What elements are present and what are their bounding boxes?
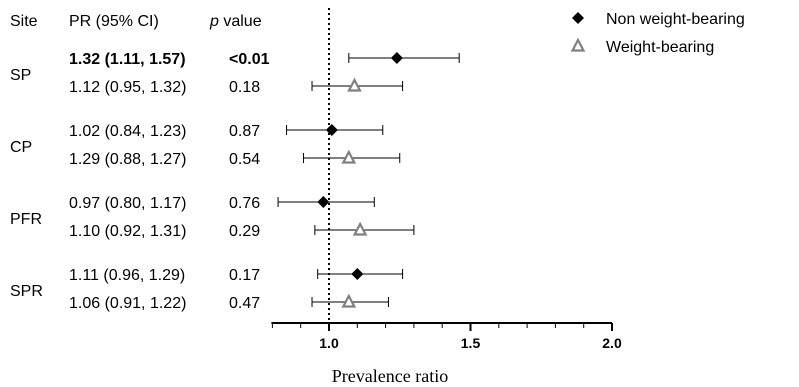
- point-non-weight-bearing: [351, 268, 363, 280]
- pr-ci-text: 1.29 (0.88, 1.27): [69, 151, 186, 168]
- pr-ci-text: 1.02 (0.84, 1.23): [69, 123, 186, 140]
- point-non-weight-bearing: [326, 124, 338, 136]
- site-label-sp: SP: [10, 67, 31, 84]
- estimate-table: SP 1.32 (1.11, 1.57) <0.01 1.12 (0.95, 1.32…: [10, 51, 270, 312]
- point-weight-bearing: [343, 152, 354, 163]
- p-value-text: 0.87: [229, 123, 260, 140]
- pr-ci-text: 1.06 (0.91, 1.22): [69, 295, 186, 312]
- point-weight-bearing: [349, 80, 360, 91]
- site-label-cp: CP: [10, 139, 32, 156]
- legend-label-non-weight-bearing: Non weight-bearing: [606, 11, 745, 28]
- legend-marker-weight-bearing: [573, 40, 584, 51]
- p-value-text: 0.29: [229, 223, 260, 240]
- pr-ci-text: 1.11 (0.96, 1.29): [69, 267, 185, 284]
- plot-marks: [278, 8, 459, 323]
- header-site: Site: [10, 13, 38, 30]
- x-tick-label: 2.0: [602, 335, 622, 351]
- x-tick-label: 1.5: [461, 335, 481, 351]
- legend: Non weight-bearing Weight-bearing: [572, 11, 745, 56]
- header-pr: PR (95% CI): [69, 13, 159, 30]
- pr-ci-text: 1.10 (0.92, 1.31): [69, 223, 186, 240]
- pr-ci-text: 1.12 (0.95, 1.32): [69, 79, 186, 96]
- header-p-rest: value: [219, 13, 262, 30]
- pr-ci-text: 1.32 (1.11, 1.57): [69, 51, 186, 68]
- site-label-pfr: PFR: [10, 211, 42, 228]
- p-value-text: 0.76: [229, 195, 260, 212]
- point-weight-bearing: [355, 224, 366, 235]
- p-value-text: 0.17: [229, 267, 260, 284]
- x-axis-title: Prevalence ratio: [332, 366, 448, 386]
- legend-label-weight-bearing: Weight-bearing: [606, 39, 714, 56]
- point-non-weight-bearing: [391, 52, 403, 64]
- point-non-weight-bearing: [317, 196, 329, 208]
- p-value-text: 0.47: [229, 295, 260, 312]
- point-weight-bearing: [343, 296, 354, 307]
- pr-ci-text: 0.97 (0.80, 1.17): [69, 195, 186, 212]
- table-header: Site PR (95% CI) p value: [10, 13, 262, 30]
- p-value-text: 0.18: [229, 79, 260, 96]
- site-label-spr: SPR: [10, 283, 43, 300]
- x-tick-label: 1.0: [319, 335, 339, 351]
- header-p-italic: p: [209, 13, 219, 30]
- x-axis: 1.0 1.5 2.0 Prevalence ratio: [271, 323, 622, 386]
- header-p-value: p value: [209, 13, 262, 30]
- p-value-text: 0.54: [229, 151, 260, 168]
- legend-marker-non-weight-bearing: [572, 12, 584, 24]
- p-value-text: <0.01: [229, 51, 270, 68]
